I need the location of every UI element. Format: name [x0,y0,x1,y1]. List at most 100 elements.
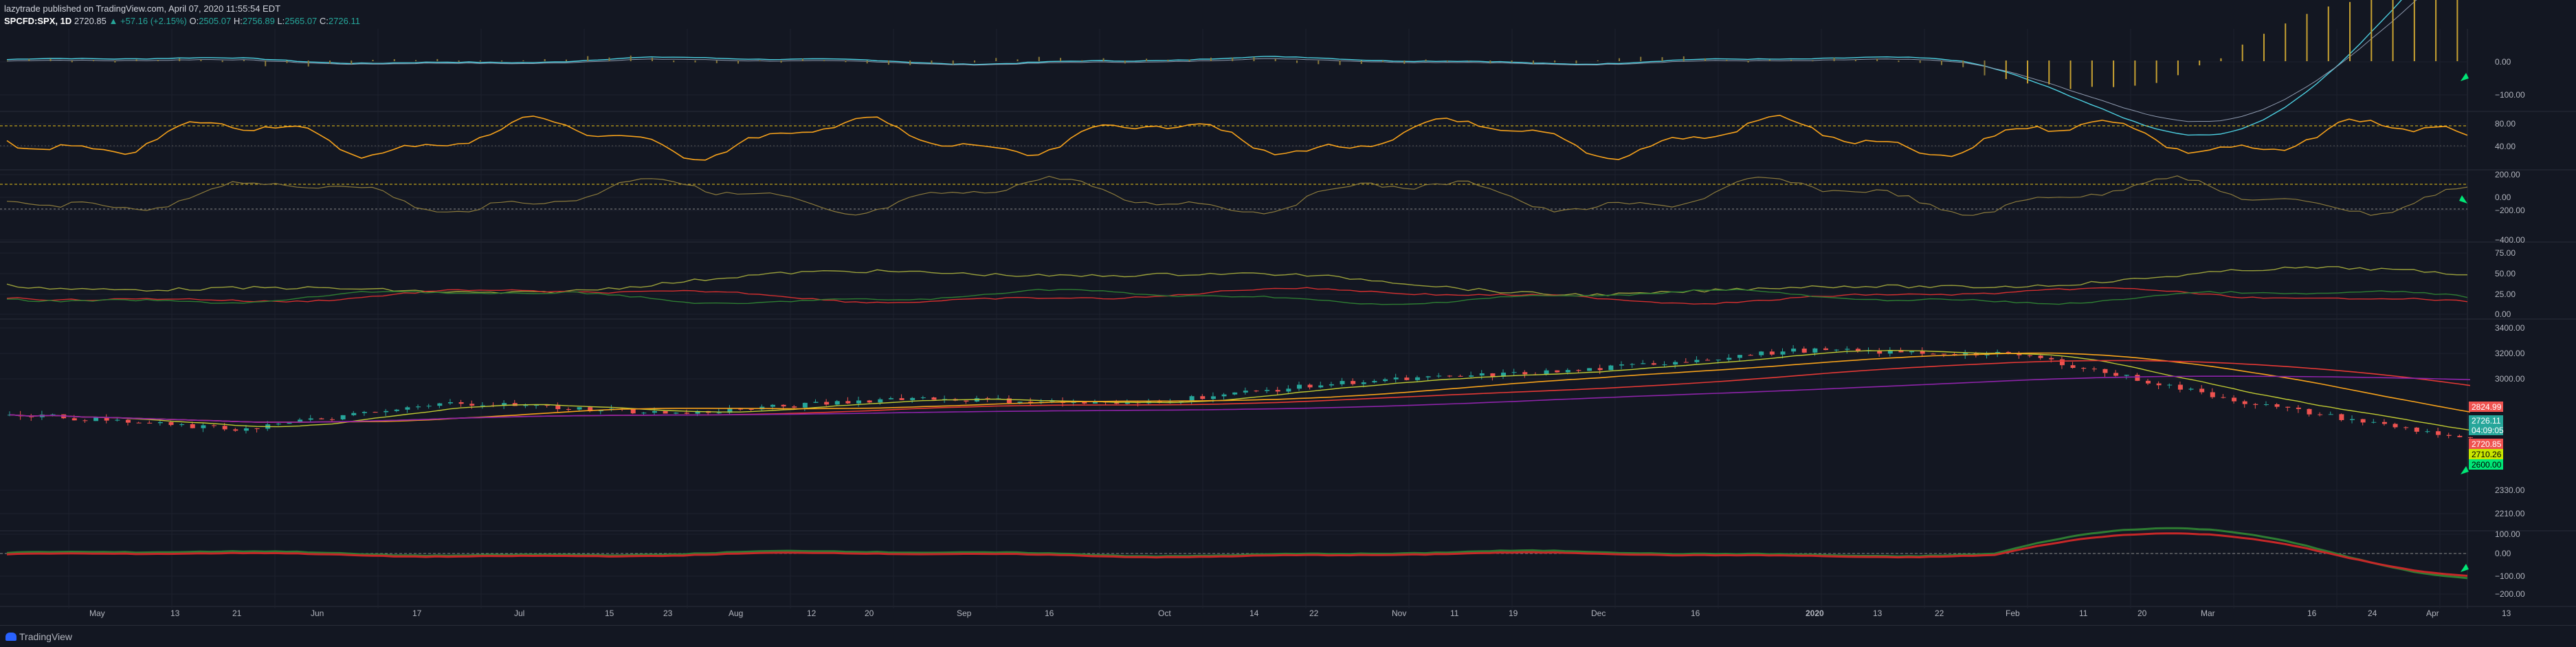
histogram-bar [1274,58,1276,61]
candle-body [416,406,421,408]
candle-body [1898,350,1904,353]
time-tick-label: 14 [1250,608,1259,618]
histogram-bar [694,61,696,63]
time-tick-label: 12 [807,608,817,618]
candle-body [2113,373,2119,376]
rocket-icon [2461,73,2469,81]
candle-body [523,405,529,406]
histogram-bar [715,61,718,63]
candle-body [1501,372,1507,377]
price-tick-label: 100.00 [2495,529,2520,539]
candle-body [1544,370,1549,375]
di-minus-line [6,287,2468,305]
time-axis[interactable]: May 13 21 Jun 17 Jul 15 23 Aug 12 20 Sep 16 Oct 14 22 No… [89,608,2511,618]
histogram-bar [1640,56,1642,61]
candle-body [1318,385,1324,388]
histogram-bar [2155,61,2157,83]
candle-body [222,426,227,430]
candle-body [190,424,195,428]
candle-body [1769,351,1775,355]
candle-body [2199,388,2205,393]
candle-body [888,398,893,399]
price-tick-label: 3400.00 [2495,323,2525,333]
close-label: C: [319,16,329,26]
time-tick-label: 16 [1045,608,1054,618]
candle-body [534,405,540,406]
price-axis[interactable]: 0.00 −100.00 80.00 40.00 200.00 0.00 −200.00 −4… [2469,57,2525,599]
time-tick-label: 20 [865,608,874,618]
candle-body [867,400,872,403]
candle-body [1458,375,1463,377]
histogram-bar [1232,57,1234,61]
price-tick-label: −400.00 [2495,235,2525,245]
histogram-bar [1940,61,1942,65]
candle-body [1340,381,1345,384]
histogram-bar [1124,61,1126,64]
histogram-bar [2177,61,2179,76]
price-tick-label: 2330.00 [2495,485,2525,495]
price-tick-label: −200.00 [2495,589,2525,599]
rocket-icon [2459,195,2467,204]
histogram-bar [1876,58,1878,61]
candle-body [1286,388,1291,392]
symbol-name: SPCFD:SPX, 1D [4,16,72,26]
candle-body [695,410,700,414]
candle-body [1447,375,1452,377]
histogram-bar [1425,59,1427,61]
candle-body [824,402,830,405]
histogram-bar [1360,61,1362,65]
histogram-bar [866,61,868,64]
candle-body [1511,372,1517,373]
rocket-icon [2461,564,2469,572]
candle-body [1597,368,1603,371]
candle-body [1351,381,1356,384]
histogram-bar [1747,61,1749,63]
histogram-bar [157,60,159,61]
open-value: 2505.07 [199,16,232,26]
candle-body [319,418,324,419]
histogram-bar [2048,61,2050,85]
histogram-bar [845,61,847,63]
candle-body [1071,402,1076,404]
histogram-bar [1618,58,1620,61]
histogram-bar [630,55,632,61]
candle-body [1307,384,1313,388]
low-value: 2565.07 [285,16,318,26]
price-tick-label: 3200.00 [2495,349,2525,358]
histogram-bar [973,61,975,63]
candle-body [2296,407,2301,409]
candle-body [1383,379,1388,382]
candle-body [2307,408,2312,415]
candle-body [1414,377,1420,380]
histogram-bar [286,61,288,63]
time-tick-label: 15 [605,608,614,618]
time-tick-label: 16 [2307,608,2317,618]
candle-body [1855,349,1861,351]
candle-body [71,418,77,421]
candle-body [1823,348,1829,350]
histogram-bar [1854,59,1856,61]
candle-body [201,425,206,428]
histogram-bar [1833,57,1835,61]
time-tick-label: Aug [729,608,743,618]
histogram-bar [372,60,374,61]
chart-canvas[interactable]: 0.00−100.0080.0040.00200.000.00−200.00−4… [0,0,2576,625]
histogram-bar [2435,0,2437,61]
candle-body [566,409,571,410]
price-tick-label: 25.00 [2495,289,2516,299]
candle-body [2146,380,2151,384]
candle-body [1651,363,1656,365]
candle-body [2028,355,2033,356]
histogram-bar [2199,61,2201,66]
histogram-bar [801,58,803,61]
candle-body [2059,359,2065,366]
ma-long-line [9,360,2471,423]
price-tag-label: 2726.11 [2472,416,2501,426]
histogram-bar [2069,61,2072,89]
tradingview-brand[interactable]: TradingView [5,631,72,642]
histogram-bar [1554,61,1556,63]
candle-body [1329,384,1334,386]
candle-body [308,418,313,420]
close-value: 2726.11 [328,16,360,26]
candle-body [168,421,174,426]
